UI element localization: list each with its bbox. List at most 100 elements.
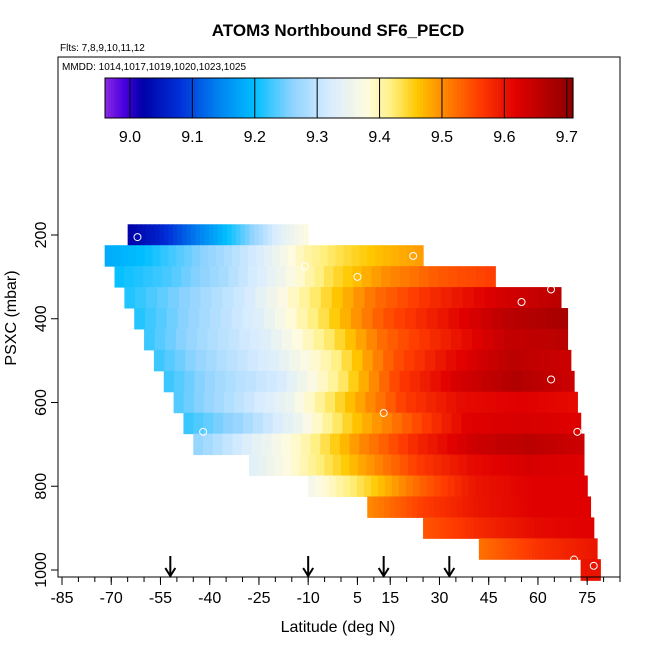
heatmap-cell xyxy=(249,224,255,246)
heatmap-cell xyxy=(451,328,463,351)
heatmap-cell xyxy=(435,349,447,372)
heatmap-cell xyxy=(260,328,272,351)
colorbar-segment xyxy=(285,78,290,118)
colorbar-segment xyxy=(498,78,502,118)
heatmap-cell xyxy=(424,349,436,372)
heatmap-cell xyxy=(245,370,257,393)
heatmap-cell xyxy=(456,349,468,372)
heatmap-cell xyxy=(289,349,301,372)
heatmap-cell xyxy=(303,245,313,267)
colorbar-segment xyxy=(186,78,190,118)
colorbar-segment xyxy=(282,78,287,118)
colorbar-segment xyxy=(195,78,200,118)
heatmap-cell xyxy=(501,496,508,518)
colorbar-segment xyxy=(108,78,112,118)
heatmap-cell xyxy=(220,308,233,330)
heatmap-cell xyxy=(317,370,329,393)
colorbar-segment xyxy=(220,78,225,118)
colorbar-segment xyxy=(214,78,218,118)
colorbar-segment xyxy=(320,78,324,118)
heatmap-cell xyxy=(567,454,577,477)
heatmap-cell xyxy=(330,433,341,456)
heatmap-cell xyxy=(405,391,417,414)
heatmap-cell xyxy=(540,538,545,560)
heatmap-cell xyxy=(203,391,215,414)
heatmap-cell xyxy=(415,245,424,267)
heatmap-cell xyxy=(310,433,321,456)
heatmap-cell xyxy=(560,349,572,372)
colorbar-segment xyxy=(151,78,156,118)
sample-points-layer xyxy=(90,233,598,570)
heatmap-cell xyxy=(433,454,443,477)
heatmap-cell xyxy=(162,266,173,288)
colorbar-segment xyxy=(491,78,496,118)
heatmap-cell xyxy=(247,266,258,288)
heatmap-cell xyxy=(440,328,452,351)
heatmap-cell xyxy=(348,370,360,393)
heatmap-cell xyxy=(487,538,492,560)
heatmap-cell xyxy=(502,308,514,330)
heatmap-cell xyxy=(483,454,493,477)
heatmap-cell xyxy=(206,349,218,372)
heatmap-cell xyxy=(420,370,432,393)
heatmap-cell xyxy=(176,245,185,267)
heatmap-cell xyxy=(408,433,419,456)
heatmap-cell xyxy=(415,308,428,330)
heatmap-cell xyxy=(255,245,265,267)
heatmap-cell xyxy=(427,517,433,539)
heatmap-cell xyxy=(512,370,524,393)
colorbar-segment xyxy=(420,78,424,118)
heatmap-cell xyxy=(426,308,439,330)
heatmap-cell xyxy=(437,433,448,456)
heatmap-cell xyxy=(174,370,185,393)
heatmap-cell xyxy=(529,349,541,372)
colorbar-segment xyxy=(183,78,187,118)
heatmap-cell xyxy=(256,370,267,393)
heatmap-cell xyxy=(104,245,114,267)
heatmap-cell xyxy=(143,266,154,288)
heatmap-cell xyxy=(155,308,168,330)
heatmap-cell xyxy=(516,517,522,539)
heatmap-cell xyxy=(372,496,380,518)
heatmap-cell xyxy=(503,475,512,497)
colorbar-segment xyxy=(276,78,281,118)
heatmap-cell xyxy=(290,433,302,456)
heatmap-cell xyxy=(257,266,268,288)
colorbar-segment xyxy=(332,78,337,118)
colorbar-segment xyxy=(538,78,543,118)
colorbar-segment xyxy=(451,78,456,118)
colorbar-segment xyxy=(466,78,471,118)
heatmap-cell xyxy=(231,224,237,246)
heatmap-cell xyxy=(297,370,308,393)
heatmap-cell xyxy=(570,538,574,560)
heatmap-cell xyxy=(425,391,437,414)
heatmap-cell xyxy=(570,412,582,435)
heatmap-cell xyxy=(239,328,251,351)
heatmap-cell xyxy=(400,496,407,518)
heatmap-cell xyxy=(320,433,331,456)
heatmap-cell xyxy=(426,475,435,497)
heatmap-cell xyxy=(388,433,399,456)
colorbar-tick-label: 9.2 xyxy=(244,129,266,146)
heatmap-cell xyxy=(448,308,460,330)
heatmap-cell xyxy=(447,475,456,497)
heatmap-cell xyxy=(372,349,384,372)
heatmap-cell xyxy=(568,517,574,539)
sample-point xyxy=(353,272,362,281)
heatmap-cell xyxy=(203,433,214,456)
heatmap-cell xyxy=(320,349,332,372)
heatmap-cell xyxy=(417,433,429,456)
heatmap-cell xyxy=(152,266,163,288)
heatmap-cell xyxy=(240,224,246,246)
colorbar-segment xyxy=(257,78,262,118)
heatmap-cell xyxy=(254,224,260,246)
heatmap-cell xyxy=(361,308,374,330)
colorbar-segment xyxy=(317,78,321,118)
heatmap-cell xyxy=(213,224,219,246)
heatmap-cell xyxy=(193,412,204,435)
heatmap-cell xyxy=(285,266,296,288)
heatmap-cell xyxy=(235,370,247,393)
heatmap-cell xyxy=(271,433,282,456)
colorbar-segment xyxy=(154,78,159,118)
heatmap-cell xyxy=(518,349,530,372)
